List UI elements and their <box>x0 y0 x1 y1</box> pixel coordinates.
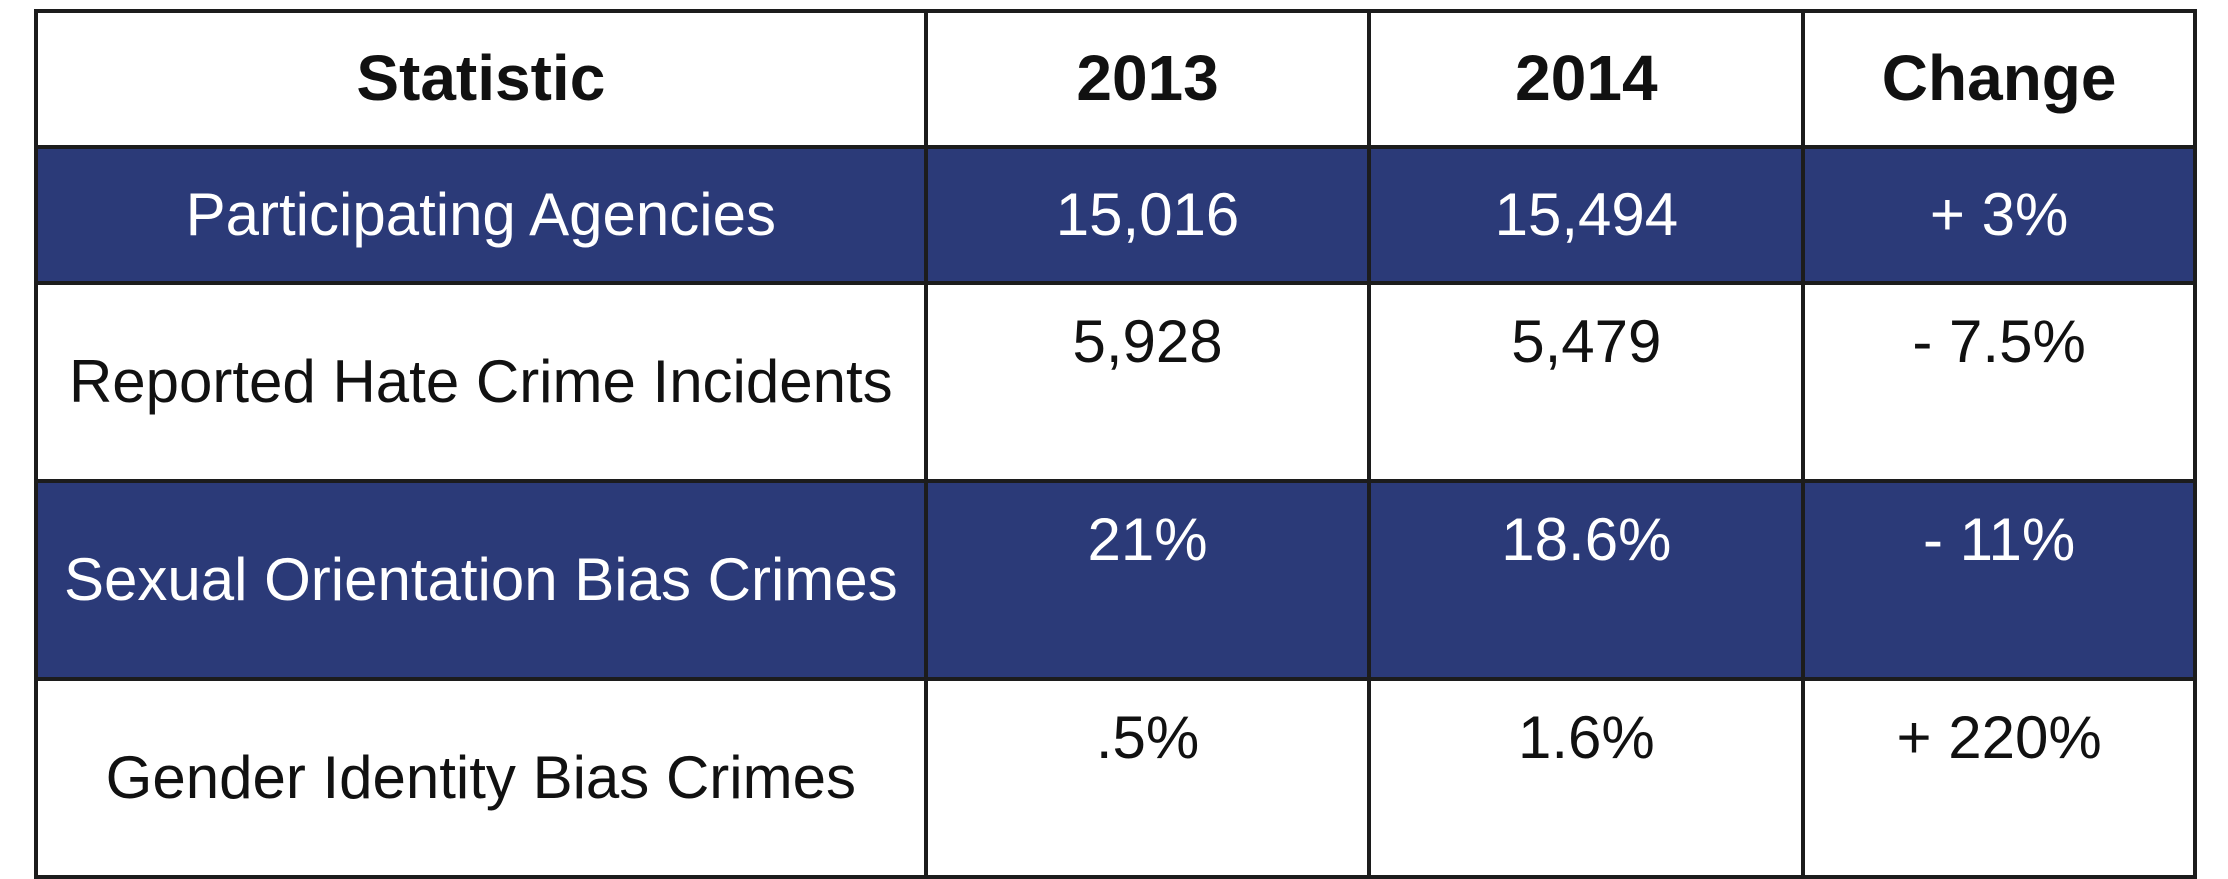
row-change: - 11% <box>1801 479 2197 681</box>
header-statistic: Statistic <box>34 9 928 149</box>
row-value-2014: 1.6% <box>1367 677 1806 879</box>
header-row: Statistic 2013 2014 Change <box>34 9 2197 149</box>
row-value-2013: 21% <box>923 479 1372 681</box>
header-change: Change <box>1801 9 2197 149</box>
header-2014: 2014 <box>1367 9 1806 149</box>
row-statistic-gender-identity: Gender Identity Bias Crimes <box>34 677 928 879</box>
row-statistic-sexual-orientation: Sexual Orientation Bias Crimes <box>34 479 928 681</box>
table-row: Gender Identity Bias Crimes .5% 1.6% + 2… <box>34 677 2197 879</box>
row-value-2014: 15,494 <box>1367 145 1806 285</box>
row-statistic-participating-agencies: Participating Agencies <box>34 145 928 285</box>
header-2013: 2013 <box>923 9 1372 149</box>
row-value-2013: 5,928 <box>923 281 1372 483</box>
row-change: - 7.5% <box>1801 281 2197 483</box>
row-statistic-reported-incidents: Reported Hate Crime Incidents <box>34 281 928 483</box>
row-value-2014: 5,479 <box>1367 281 1806 483</box>
table-row: Reported Hate Crime Incidents 5,928 5,47… <box>34 281 2197 483</box>
row-change: + 3% <box>1801 145 2197 285</box>
row-value-2013: .5% <box>923 677 1372 879</box>
table-row: Sexual Orientation Bias Crimes 21% 18.6%… <box>34 479 2197 681</box>
table-row: Participating Agencies 15,016 15,494 + 3… <box>34 145 2197 285</box>
row-value-2013: 15,016 <box>923 145 1372 285</box>
row-value-2014: 18.6% <box>1367 479 1806 681</box>
statistics-table: Statistic 2013 2014 Change Participating… <box>34 9 2197 879</box>
row-change: + 220% <box>1801 677 2197 879</box>
